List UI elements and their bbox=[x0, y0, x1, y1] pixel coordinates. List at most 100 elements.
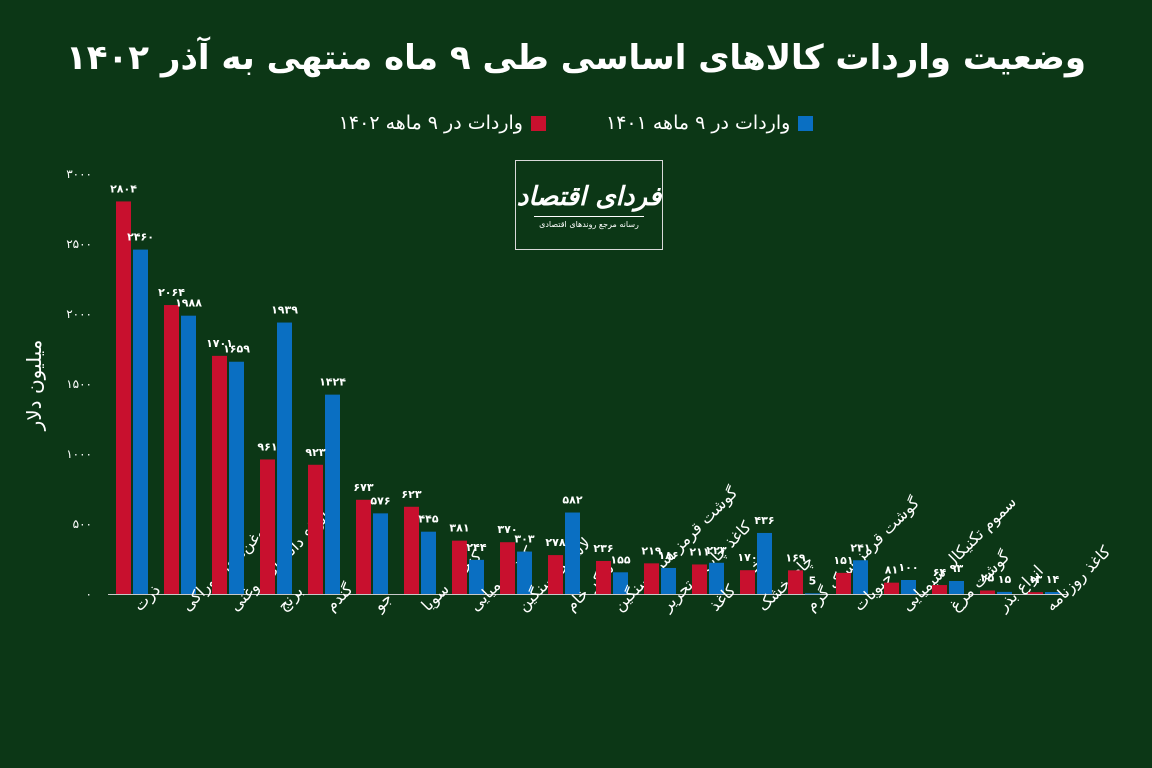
bar-1401 bbox=[565, 512, 580, 594]
data-label-1402: ۳۸۱ bbox=[449, 522, 469, 535]
data-label-1402: ۱۷۰ bbox=[737, 551, 757, 564]
x-tick-label: جو bbox=[369, 589, 397, 617]
bar-1402 bbox=[308, 464, 323, 594]
data-label-1402: ۱۵۱ bbox=[833, 554, 853, 567]
bar-1402 bbox=[644, 563, 659, 594]
brand-logo: فردای اقتصاد رسانه مرجع روندهای اقتصادی bbox=[515, 160, 663, 250]
legend-item-1401: واردات در ۹ ماهه ۱۴۰۱ bbox=[606, 112, 814, 134]
logo-tagline: رسانه مرجع روندهای اقتصادی bbox=[539, 219, 639, 229]
data-label-1402: ۲۰۶۴ bbox=[158, 286, 185, 299]
data-label-1402: ۸۱ bbox=[885, 564, 898, 577]
bar-1401 bbox=[229, 361, 244, 594]
y-tick-label: ۳۰۰۰ bbox=[66, 167, 92, 181]
data-label-1401: ۲۴۱ bbox=[850, 541, 870, 554]
bar-1402 bbox=[260, 459, 275, 594]
data-label-1402: ۱۳ bbox=[1029, 573, 1043, 586]
data-label-1401: ۱۴۲۴ bbox=[319, 376, 346, 389]
legend-swatch-1402 bbox=[531, 115, 546, 131]
bar-1401 bbox=[277, 322, 292, 594]
logo-wordmark: فردای اقتصاد bbox=[516, 181, 662, 212]
bar-1402 bbox=[980, 590, 995, 594]
data-label-1402: ۲۸۰۴ bbox=[110, 182, 137, 195]
data-label-1402: ۱۶۹ bbox=[785, 551, 805, 564]
bar-1401 bbox=[901, 580, 916, 594]
y-tick-label: ۰ bbox=[86, 587, 92, 601]
data-label-1402: ۱۷۰۱ bbox=[206, 337, 233, 350]
bar-1401 bbox=[133, 249, 148, 594]
bar-1402 bbox=[932, 585, 947, 594]
bar-1401 bbox=[421, 531, 436, 594]
bar-1402 bbox=[548, 555, 563, 594]
logo-divider bbox=[534, 215, 644, 217]
bar-1402 bbox=[404, 506, 419, 594]
bar-1401 bbox=[997, 591, 1012, 594]
legend: واردات در ۹ ماهه ۱۴۰۱ واردات در ۹ ماهه ۱… bbox=[0, 112, 1152, 134]
bar-1401 bbox=[709, 562, 724, 594]
bar-1401 bbox=[853, 560, 868, 594]
data-label-1402: ۲۵ bbox=[981, 572, 995, 585]
data-label-1401: ۱۵۵ bbox=[610, 553, 630, 566]
data-label-1402: ۲۷۸ bbox=[545, 536, 565, 549]
bar-1402 bbox=[836, 572, 851, 594]
bar-1402 bbox=[1028, 592, 1043, 594]
data-label-1402: ۳۷۰ bbox=[497, 523, 517, 536]
legend-label-1401: واردات در ۹ ماهه ۱۴۰۱ bbox=[606, 112, 791, 134]
legend-swatch-1401 bbox=[798, 115, 814, 131]
y-tick-label: ۲۵۰۰ bbox=[66, 237, 92, 251]
bar-1402 bbox=[212, 355, 227, 594]
y-tick-label: ۲۰۰۰ bbox=[66, 307, 92, 321]
data-label-1402: ۲۱۱ bbox=[689, 545, 709, 558]
bar-1402 bbox=[788, 570, 803, 594]
data-label-1401: ۹۳ bbox=[950, 562, 964, 575]
bar-1401 bbox=[949, 580, 964, 594]
bar-1402 bbox=[692, 564, 707, 594]
data-label-1402: ۲۱۹ bbox=[641, 544, 661, 557]
data-label-1401: ۱۸۶ bbox=[658, 549, 678, 562]
data-label-1402: ۶۷۳ bbox=[353, 481, 373, 494]
bar-1402 bbox=[164, 305, 179, 594]
bar-1401 bbox=[1045, 592, 1060, 594]
bar-1402 bbox=[452, 540, 467, 594]
data-label-1401: ۵۸۲ bbox=[562, 494, 582, 507]
data-label-1402: ۹۲۳ bbox=[305, 446, 325, 459]
bar-1401 bbox=[757, 532, 772, 594]
bar-1401 bbox=[181, 315, 196, 594]
data-label-1401: ۱۹۸۸ bbox=[175, 297, 202, 310]
data-label-1401: ۱۰۰ bbox=[898, 561, 918, 574]
data-label-1401: ۱۵ bbox=[998, 573, 1012, 586]
bar-1402 bbox=[116, 201, 131, 594]
legend-item-1402: واردات در ۹ ماهه ۱۴۰۲ bbox=[339, 112, 546, 134]
bar-1401 bbox=[517, 551, 532, 594]
y-tick-label: ۵۰۰ bbox=[73, 517, 92, 531]
bar-1401 bbox=[613, 572, 628, 594]
data-label-1401: ۱۹۳۹ bbox=[271, 304, 298, 317]
chart-title: وضعیت واردات کالاهای اساسی طی ۹ ماه منته… bbox=[66, 38, 1086, 78]
data-label-1401: ۲۲۳ bbox=[706, 544, 726, 557]
data-label-1401: ۱۴ bbox=[1046, 573, 1060, 586]
data-label-1401: ۵۷۶ bbox=[370, 494, 390, 507]
bar-1401 bbox=[469, 559, 484, 594]
bar-1402 bbox=[740, 570, 755, 594]
data-label-1401: ۴۳۶ bbox=[754, 514, 774, 527]
y-tick-label: ۱۵۰۰ bbox=[66, 377, 92, 391]
data-label-1402: ۶۲۳ bbox=[401, 488, 421, 501]
data-label-1401: 5 bbox=[809, 574, 817, 587]
bar-1401 bbox=[373, 513, 388, 594]
data-label-1401: ۲۴۴ bbox=[466, 541, 486, 554]
bar-1401 bbox=[661, 567, 676, 594]
data-label-1401: ۱۶۵۹ bbox=[223, 343, 250, 356]
bar-1402 bbox=[500, 542, 515, 594]
legend-label-1402: واردات در ۹ ماهه ۱۴۰۲ bbox=[338, 112, 523, 134]
data-label-1402: ۲۳۶ bbox=[593, 542, 613, 555]
data-label-1401: ۴۴۵ bbox=[418, 513, 438, 526]
data-label-1401: ۳۰۳ bbox=[514, 533, 534, 546]
bar-1401 bbox=[325, 394, 340, 594]
data-label-1402: ۹۶۱ bbox=[257, 440, 277, 453]
data-label-1402: ۶۴ bbox=[933, 566, 947, 579]
bar-1402 bbox=[884, 582, 899, 594]
bar-1402 bbox=[356, 499, 371, 594]
data-label-1401: ۲۴۶۰ bbox=[127, 231, 154, 244]
bar-1401 bbox=[805, 593, 820, 595]
bar-1402 bbox=[596, 560, 611, 594]
